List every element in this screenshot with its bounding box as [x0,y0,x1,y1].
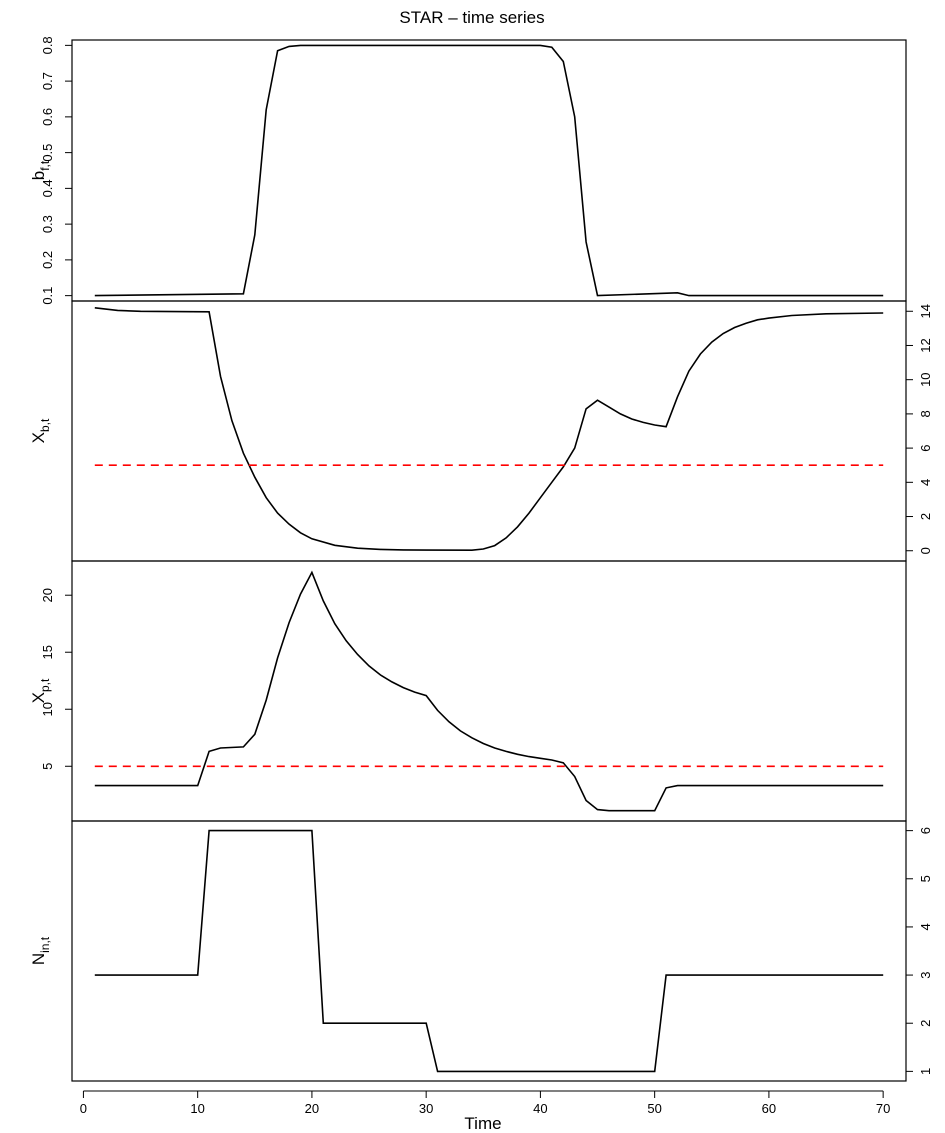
x-axis-label: Time [464,1114,501,1133]
x-tick-label: 50 [647,1101,661,1116]
series-line-xp [94,570,884,812]
panel-nin: 1 2 3 4 5 6 Nin,t [29,820,933,1082]
x-tick-label: 40 [533,1101,547,1116]
series-line-nin [94,829,884,1073]
x-tick-label: 10 [190,1101,204,1116]
panel-frame-xb [71,300,907,562]
panel-xp: 5 10 15 20 Xp,t [29,560,907,822]
y-tick-label-nin: 6 [918,827,933,834]
y-tick-label-xb: 0 [918,547,933,554]
y-axis-label-sub-xb: b,t [38,418,52,432]
y-tick-label-nin: 4 [918,923,933,930]
y-axis-label-main-bf: b [29,171,48,180]
y-tick-label-xb: 12 [918,338,933,352]
y-tick-label-xp: 20 [40,588,55,602]
x-tick-label: 30 [419,1101,433,1116]
y-tick-label-nin: 3 [918,971,933,978]
y-axis-label-main-nin: N [29,953,48,965]
x-tick-label: 70 [876,1101,890,1116]
series-line-bf [94,44,884,297]
y-axis-label-sub-xp: p,t [38,678,52,692]
x-tick-label: 60 [762,1101,776,1116]
y-tick-label-bf: 0.6 [40,108,55,126]
y-tick-label-nin: 5 [918,875,933,882]
y-axis-label-bf: bf,t [29,160,52,180]
y-tick-label-nin: 2 [918,1020,933,1027]
y-axis-label-xb: Xb,t [29,418,52,443]
panel-frame-nin [71,820,907,1082]
y-tick-label-xp: 15 [40,645,55,659]
y-tick-label-xb: 2 [918,513,933,520]
y-axis-label-main-xp: X [29,692,48,703]
y-axis-label-nin: Nin,t [29,936,52,965]
y-tick-label-bf: 0.3 [40,215,55,233]
y-tick-label-xb: 14 [918,304,933,318]
y-tick-label-xb: 6 [918,444,933,451]
y-tick-label-xb: 8 [918,410,933,417]
x-axis: 0 10 20 30 40 50 60 70 [80,1090,890,1116]
y-tick-label-bf: 0.1 [40,287,55,305]
x-tick-label: 0 [80,1101,87,1116]
y-tick-label-xb: 4 [918,479,933,486]
y-tick-label-bf: 0.7 [40,72,55,90]
y-tick-label-bf: 0.8 [40,36,55,54]
series-line-xb [94,307,884,552]
panel-frame-xp [71,560,907,822]
panel-bf: 0.1 0.2 0.3 0.4 0.5 0.6 0.7 0.8 bf,t [29,36,907,305]
y-tick-label-bf: 0.2 [40,251,55,269]
x-tick-label: 20 [305,1101,319,1116]
chart-title: STAR – time series [399,8,544,27]
y-tick-label-bf: 0.4 [40,179,55,197]
y-axis-label-xp: Xp,t [29,678,52,703]
y-axis-label-sub-bf: f,t [38,160,52,171]
y-axis-label-sub-nin: in,t [38,936,52,953]
y-tick-label-xp: 5 [40,763,55,770]
panels-group: 0.10.20.30.40.50.60.70.8bf,t02468101214X… [29,36,933,1082]
y-tick-label-xb: 10 [918,372,933,386]
y-tick-label-nin: 1 [918,1068,933,1075]
panel-xb: 0 2 4 6 8 10 12 14 Xb,t [29,300,933,562]
panel-frame-bf [71,39,907,302]
y-tick-label-xp: 10 [40,702,55,716]
y-tick-label-bf: 0.5 [40,144,55,162]
y-axis-label-main-xb: X [29,432,48,443]
